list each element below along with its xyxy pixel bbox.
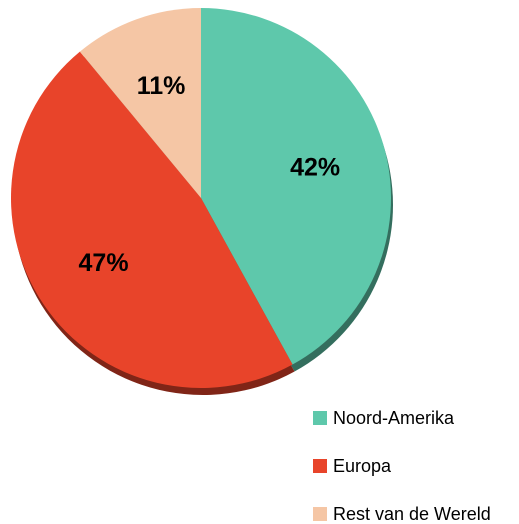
legend-swatch: [313, 459, 327, 473]
legend-label: Noord-Amerika: [333, 408, 455, 428]
value-label: 42%: [290, 153, 340, 181]
value-label: 47%: [79, 249, 129, 277]
slice: [10, 51, 293, 389]
legend-swatch: [313, 411, 327, 425]
legend-label: Europa: [333, 456, 392, 476]
legend-label: Rest van de Wereld: [333, 504, 491, 524]
slice: [201, 8, 392, 365]
value-label: 11%: [137, 72, 186, 100]
slice: [79, 8, 201, 198]
legend-swatch: [313, 507, 327, 521]
